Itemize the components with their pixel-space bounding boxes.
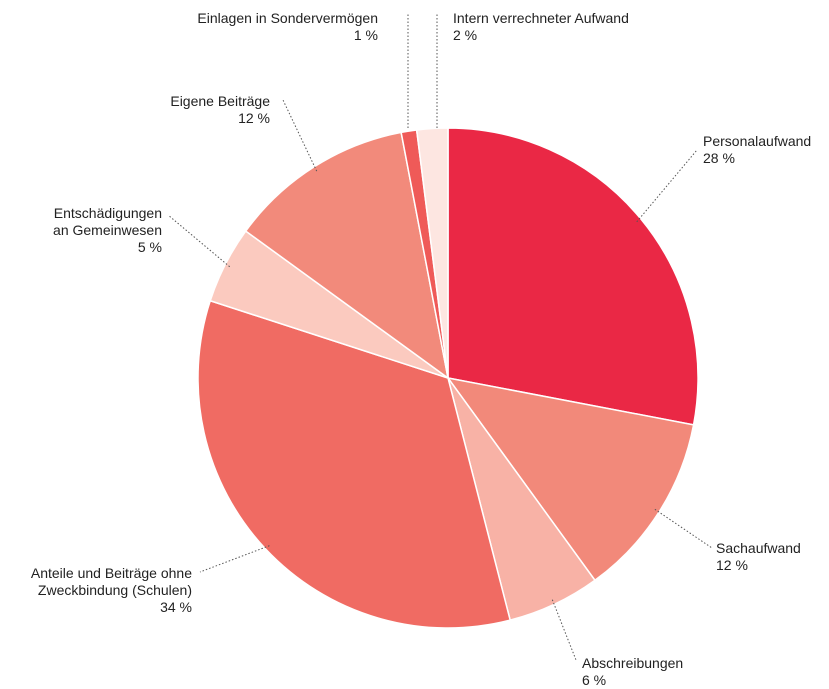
leader-line xyxy=(282,99,318,172)
slice-label: Einlagen in Sondervermögen 1 % xyxy=(197,10,378,44)
category-label: Sachaufwand xyxy=(716,540,801,556)
leader-line xyxy=(199,545,270,573)
pie-slice xyxy=(447,127,699,426)
leader-line xyxy=(636,149,698,223)
leader-line xyxy=(654,508,713,549)
value-label: 12 % xyxy=(238,110,270,126)
slice-label: Abschreibungen 6 % xyxy=(582,655,683,689)
category-label: Intern verrechneter Aufwand xyxy=(453,10,629,26)
leader-line xyxy=(551,599,577,661)
value-label: 5 % xyxy=(137,239,162,255)
slice-label: Sachaufwand 12 % xyxy=(716,540,801,574)
slice-label: Entschädigungen an Gemeinwesen 5 % xyxy=(53,205,162,256)
slice-label: Intern verrechneter Aufwand 2 % xyxy=(453,10,629,44)
pie-slice xyxy=(197,299,512,629)
slice-label: Anteile und Beiträge ohne Zweckbindung (… xyxy=(31,565,192,616)
value-label: 1 % xyxy=(353,27,378,43)
category-label: Personalaufwand xyxy=(703,133,812,149)
pie-slice xyxy=(415,127,449,379)
category-label: Einlagen in Sondervermögen xyxy=(197,10,378,26)
value-label: 6 % xyxy=(582,672,607,688)
leader-line xyxy=(167,214,231,268)
category-label: Entschädigungen an Gemeinwesen xyxy=(53,205,162,238)
value-label: 12 % xyxy=(716,557,748,573)
slice-label: Personalaufwand 28 % xyxy=(703,133,811,167)
pie-slice xyxy=(244,131,450,380)
value-label: 34 % xyxy=(160,599,192,615)
category-label: Anteile und Beiträge ohne Zweckbindung (… xyxy=(30,565,192,598)
value-label: 2 % xyxy=(453,27,478,43)
value-label: 28 % xyxy=(703,150,735,166)
slice-label: Eigene Beiträge 12 % xyxy=(170,93,270,127)
category-label: Eigene Beiträge xyxy=(170,93,270,109)
category-label: Abschreibungen xyxy=(582,655,684,671)
